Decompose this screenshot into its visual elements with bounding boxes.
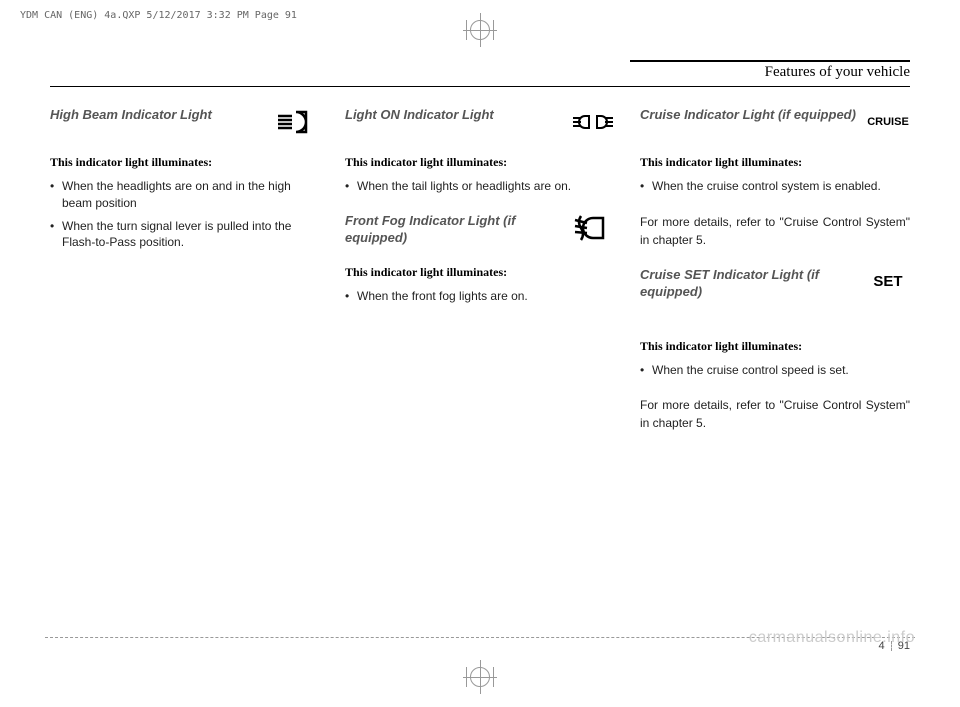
list-item: When the cruise control speed is set. bbox=[640, 362, 910, 379]
section-fog-light: Front Fog Indicator Light (if equipped) bbox=[345, 213, 615, 247]
column-2: Light ON Indicator Light This indicator … bbox=[345, 107, 615, 450]
crop-mark-top bbox=[466, 20, 494, 40]
print-header: YDM CAN (ENG) 4a.QXP 5/12/2017 3:32 PM P… bbox=[20, 10, 297, 21]
light-on-icon bbox=[571, 107, 615, 137]
subheading: This indicator light illuminates: bbox=[640, 339, 910, 354]
list-item: When the headlights are on and in the hi… bbox=[50, 178, 320, 212]
section-title: High Beam Indicator Light bbox=[50, 107, 266, 124]
bullet-list: When the front fog lights are on. bbox=[345, 288, 615, 305]
list-item: When the tail lights or headlights are o… bbox=[345, 178, 615, 195]
list-item: When the front fog lights are on. bbox=[345, 288, 615, 305]
subheading: This indicator light illuminates: bbox=[345, 265, 615, 280]
body-text: For more details, refer to "Cruise Contr… bbox=[640, 396, 910, 432]
section-title: Front Fog Indicator Light (if equipped) bbox=[345, 213, 561, 247]
page-header: Features of your vehicle bbox=[50, 60, 910, 87]
section-high-beam: High Beam Indicator Light bbox=[50, 107, 320, 137]
cruise-icon: CRUISE bbox=[866, 107, 910, 137]
subheading: This indicator light illuminates: bbox=[50, 155, 320, 170]
section-light-on: Light ON Indicator Light bbox=[345, 107, 615, 137]
section-title: Cruise SET Indicator Light (if equipped) bbox=[640, 267, 856, 301]
column-3: Cruise Indicator Light (if equipped) CRU… bbox=[640, 107, 910, 450]
fog-light-icon bbox=[571, 213, 615, 243]
bullet-list: When the cruise control system is enable… bbox=[640, 178, 910, 195]
subheading: This indicator light illuminates: bbox=[345, 155, 615, 170]
watermark: carmanualsonline.info bbox=[749, 629, 915, 647]
set-icon: SET bbox=[866, 267, 910, 297]
bullet-list: When the headlights are on and in the hi… bbox=[50, 178, 320, 251]
bullet-list: When the tail lights or headlights are o… bbox=[345, 178, 615, 195]
list-item: When the cruise control system is enable… bbox=[640, 178, 910, 195]
subheading: This indicator light illuminates: bbox=[640, 155, 910, 170]
list-item: When the turn signal lever is pulled int… bbox=[50, 218, 320, 252]
section-cruise-set: Cruise SET Indicator Light (if equipped)… bbox=[640, 267, 910, 301]
section-title: Light ON Indicator Light bbox=[345, 107, 561, 124]
bullet-list: When the cruise control speed is set. bbox=[640, 362, 910, 379]
section-cruise: Cruise Indicator Light (if equipped) CRU… bbox=[640, 107, 910, 137]
crop-mark-bottom bbox=[466, 667, 494, 687]
body-text: For more details, refer to "Cruise Contr… bbox=[640, 213, 910, 249]
high-beam-icon bbox=[276, 107, 320, 137]
section-title: Cruise Indicator Light (if equipped) bbox=[640, 107, 856, 124]
page-content: Features of your vehicle High Beam Indic… bbox=[50, 60, 910, 647]
column-1: High Beam Indicator Light This indicator… bbox=[50, 107, 320, 450]
content-columns: High Beam Indicator Light This indicator… bbox=[50, 107, 910, 450]
